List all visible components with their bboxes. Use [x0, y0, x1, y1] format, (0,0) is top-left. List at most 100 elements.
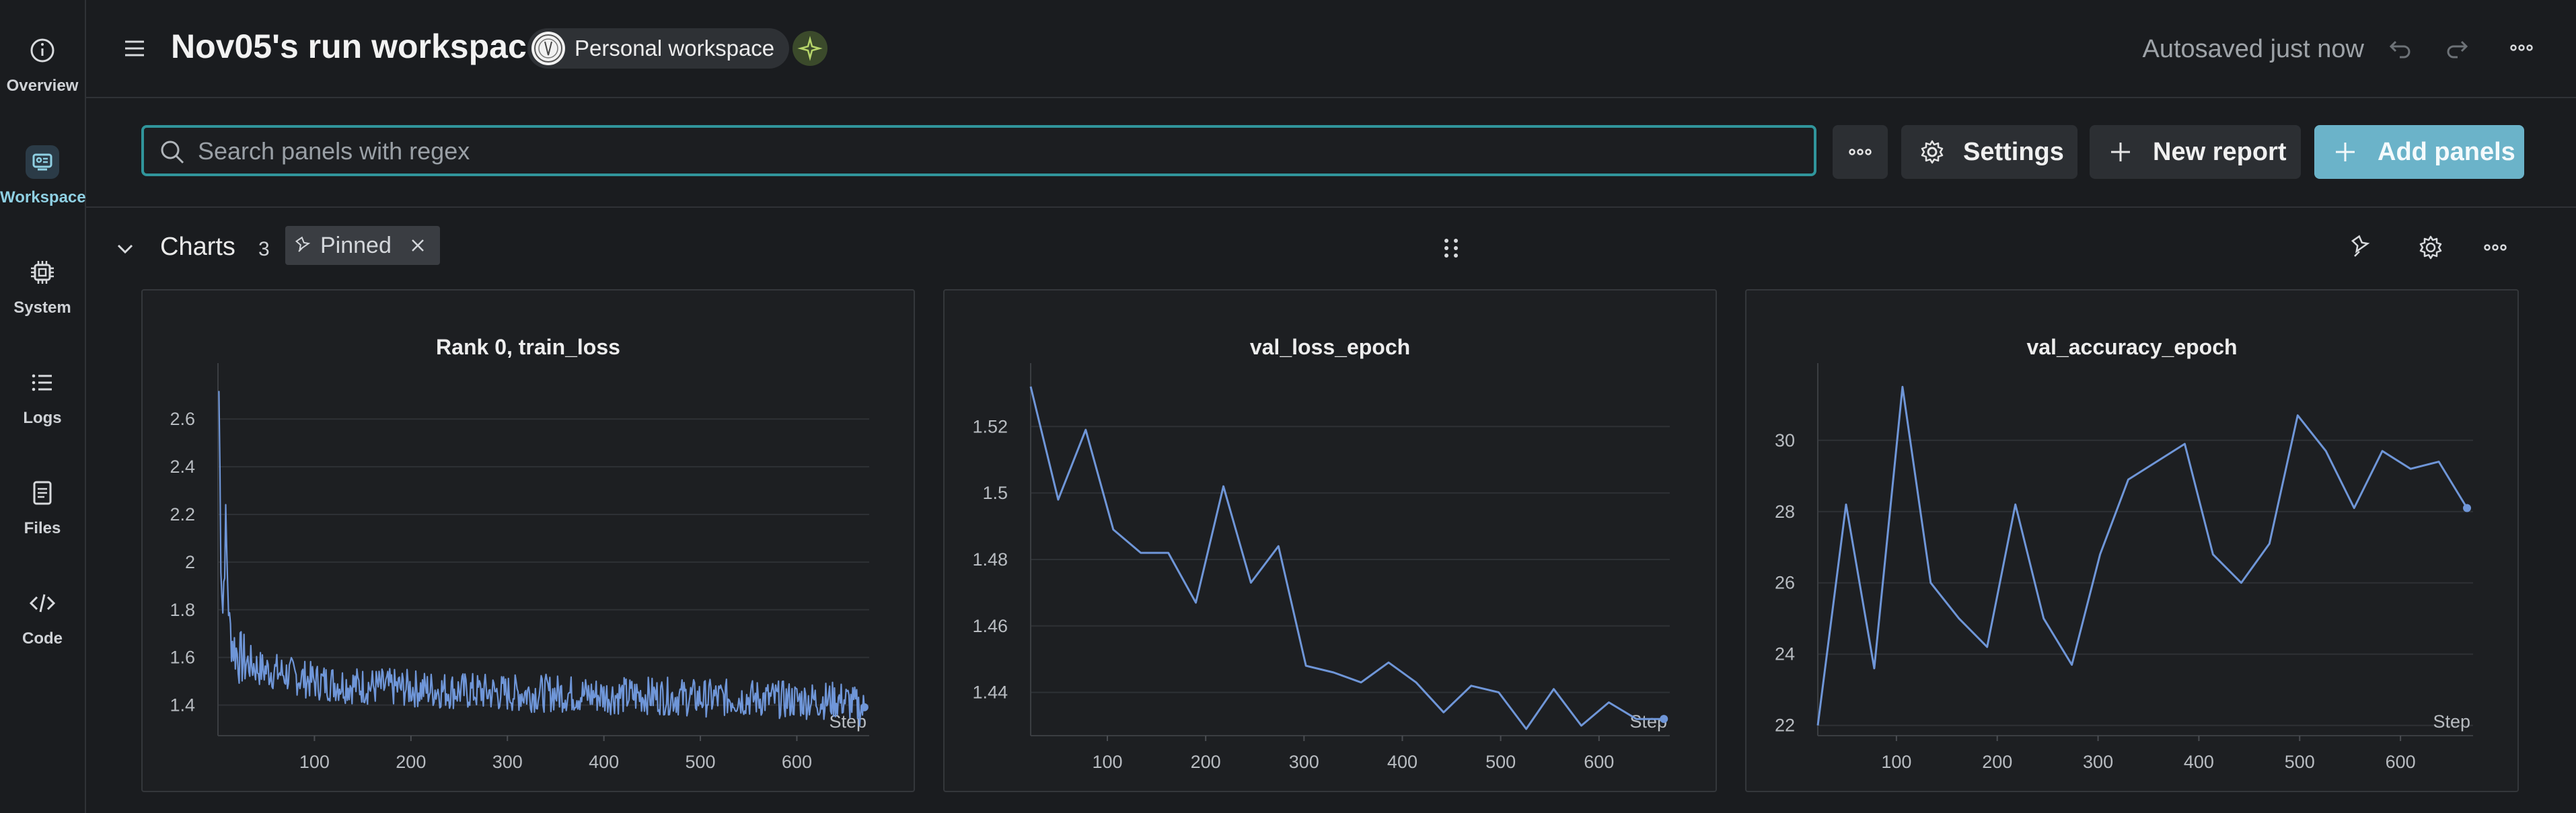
pinned-filter-chip[interactable]: Pinned — [285, 226, 440, 265]
plus-icon — [2111, 143, 2130, 161]
drag-handle-icon[interactable] — [1440, 235, 1463, 261]
search-input[interactable] — [196, 133, 1800, 169]
pin-icon[interactable] — [2347, 232, 2378, 263]
nav-item-workspace[interactable]: Workspace — [0, 130, 86, 225]
x-tick-label: 500 — [2285, 752, 2315, 772]
series-endpoint — [1660, 715, 1668, 724]
y-tick-label: 26 — [1775, 573, 1795, 593]
y-tick-label: 2.2 — [170, 504, 195, 525]
chevron-down-icon[interactable] — [112, 235, 139, 262]
close-icon[interactable] — [408, 235, 428, 256]
x-tick-label: 500 — [1485, 752, 1516, 772]
code-icon — [29, 594, 56, 613]
gear-icon[interactable] — [2415, 232, 2446, 263]
search-icon — [161, 141, 184, 164]
y-tick-label: 1.52 — [972, 416, 1008, 436]
section-count: 3 — [258, 238, 270, 260]
nav-item-code[interactable]: Code — [0, 572, 85, 666]
y-tick-label: 28 — [1775, 502, 1795, 522]
y-tick-label: 22 — [1775, 715, 1795, 736]
more-options-icon — [1849, 149, 1872, 155]
nav-label-code: Code — [22, 629, 63, 648]
chart-panel-train-loss[interactable]: Rank 0, train_loss 1.4 1.6 1.8 2 2.2 2.4 2.6 10… — [141, 289, 915, 792]
nav-item-logs[interactable]: Logs — [0, 351, 85, 445]
y-tick-label: 2.6 — [170, 409, 195, 429]
nav-label-workspace: Workspace — [0, 188, 86, 206]
y-tick-label: 1.5 — [982, 483, 1008, 503]
header: Nov05's run workspace Personal workspace… — [86, 0, 2576, 98]
workspace-chip[interactable]: Personal workspace — [527, 28, 790, 69]
y-tick-label: 1.46 — [972, 616, 1008, 636]
y-tick-label: 2.4 — [170, 457, 195, 477]
gear-icon — [1921, 140, 1944, 164]
x-tick-label: 400 — [1387, 752, 1418, 772]
chip-icon — [31, 261, 54, 284]
info-icon — [30, 38, 54, 63]
pin-icon — [295, 236, 311, 252]
chart-title: val_loss_epoch — [1249, 335, 1411, 359]
page-title: Nov05's run workspace — [171, 28, 546, 65]
y-tick-label: 1.4 — [170, 695, 195, 715]
chart-panel-val-loss[interactable]: val_loss_epoch 1.44 1.46 1.48 1.5 1.52 100 200… — [943, 289, 1717, 792]
x-tick-label: 100 — [299, 752, 330, 772]
nav-item-files[interactable]: Files — [0, 461, 85, 555]
search-field[interactable] — [141, 125, 1816, 176]
y-tick-label: 2 — [185, 552, 195, 572]
plus-icon — [2336, 143, 2355, 161]
nav-label-files: Files — [24, 519, 61, 537]
x-tick-label: 200 — [1191, 752, 1221, 772]
undo-icon[interactable] — [2385, 32, 2416, 63]
x-tick-label: 100 — [1092, 752, 1122, 772]
x-tick-label: 600 — [1584, 752, 1614, 772]
series-endpoint — [2463, 504, 2472, 512]
x-tick-label: 500 — [686, 752, 716, 772]
file-icon — [33, 481, 52, 505]
y-tick-label: 30 — [1775, 430, 1795, 451]
val-accuracy-chart: 22 24 26 28 30 100 200 300 400 500 600 Step — [1775, 363, 2473, 772]
settings-label: Settings — [1963, 138, 2064, 166]
x-tick-label: 600 — [782, 752, 812, 772]
autosave-status: Autosaved just now — [2142, 35, 2364, 63]
x-tick-label: 300 — [2083, 752, 2113, 772]
x-tick-label: 200 — [396, 752, 426, 772]
section-title[interactable]: Charts — [160, 233, 235, 261]
x-tick-label: 400 — [2184, 752, 2214, 772]
pinned-label: Pinned — [320, 233, 392, 258]
y-tick-label: 24 — [1775, 644, 1795, 664]
series-line — [1816, 385, 2468, 726]
x-tick-label: 100 — [1881, 752, 1911, 772]
y-tick-label: 1.48 — [972, 549, 1008, 570]
menu-icon[interactable] — [121, 35, 148, 62]
nav-item-overview[interactable]: Overview — [0, 19, 85, 113]
settings-button[interactable]: Settings — [1901, 125, 2077, 179]
redo-icon[interactable] — [2441, 32, 2472, 63]
workspace-icon — [26, 145, 59, 179]
series-line — [1029, 386, 1664, 730]
x-tick-label: 200 — [1982, 752, 2012, 772]
y-tick-label: 1.44 — [972, 683, 1008, 703]
list-icon — [32, 374, 52, 391]
toolbar-more-button[interactable] — [1833, 125, 1888, 179]
divider — [86, 206, 2576, 208]
x-tick-label: 300 — [1289, 752, 1319, 772]
new-report-label: New report — [2153, 138, 2287, 166]
new-report-button[interactable]: New report — [2090, 125, 2301, 179]
more-options-icon[interactable] — [2506, 32, 2537, 63]
nav-item-system[interactable]: System — [0, 241, 85, 335]
x-tick-label: 400 — [589, 752, 619, 772]
y-tick-label: 1.8 — [170, 600, 195, 620]
add-panels-label: Add panels — [2378, 138, 2515, 166]
left-nav: Overview Workspace System Logs Files Cod… — [0, 0, 86, 813]
add-panels-button[interactable]: Add panels — [2314, 125, 2524, 179]
x-tick-label: 600 — [2386, 752, 2416, 772]
more-options-icon[interactable] — [2480, 232, 2511, 263]
chart-panel-val-accuracy[interactable]: val_accuracy_epoch 22 24 26 28 30 100 200 300 40… — [1745, 289, 2519, 792]
x-tick-label: 300 — [492, 752, 523, 772]
nav-label-logs: Logs — [23, 409, 62, 427]
sparkle-button[interactable] — [793, 31, 827, 66]
nav-label-system: System — [13, 299, 71, 317]
chart-title: val_accuracy_epoch — [2026, 335, 2238, 359]
workspace-chip-label: Personal workspace — [575, 36, 775, 61]
